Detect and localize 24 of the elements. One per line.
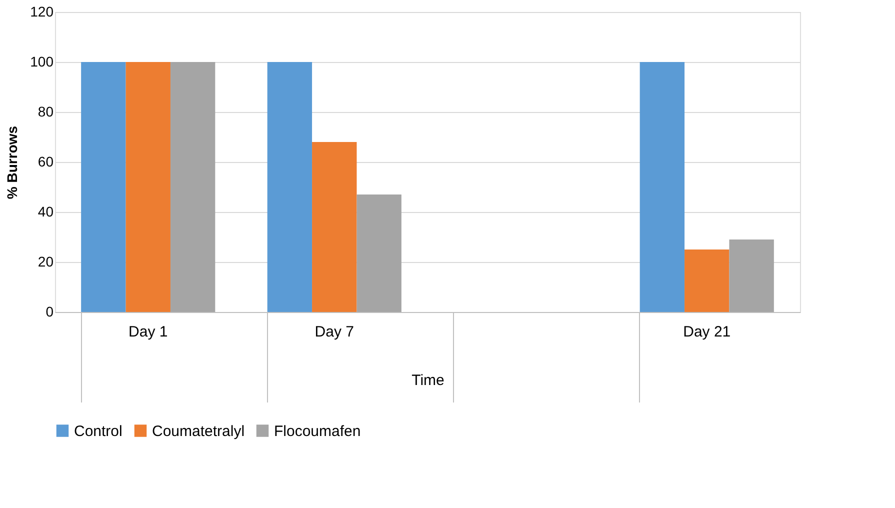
y-tick-label: 20 [38,254,54,270]
y-tick-label: 120 [30,4,54,20]
bar [81,62,126,312]
bar [267,62,312,312]
y-axis-title: % Burrows [4,126,20,200]
y-tick-label: 60 [38,154,54,170]
y-tick-label: 40 [38,204,54,220]
legend-label: Control [74,422,122,440]
bar [126,62,170,312]
bar [170,62,216,312]
bar [729,240,774,312]
x-tick-label: Day 1 [128,324,168,340]
bar [684,250,730,312]
bar [312,142,357,312]
x-tick-label: Day 7 [314,324,354,340]
legend-label: Flocoumafen [274,422,361,440]
bar [356,194,402,312]
x-axis-title: Time [412,372,444,389]
y-tick-label: 100 [30,54,54,70]
x-tick-label: Day 21 [683,324,731,340]
bar [640,62,685,312]
y-tick-label: 0 [46,304,54,320]
y-tick-label: 80 [38,104,54,120]
legend-label: Coumatetralyl [152,422,245,440]
